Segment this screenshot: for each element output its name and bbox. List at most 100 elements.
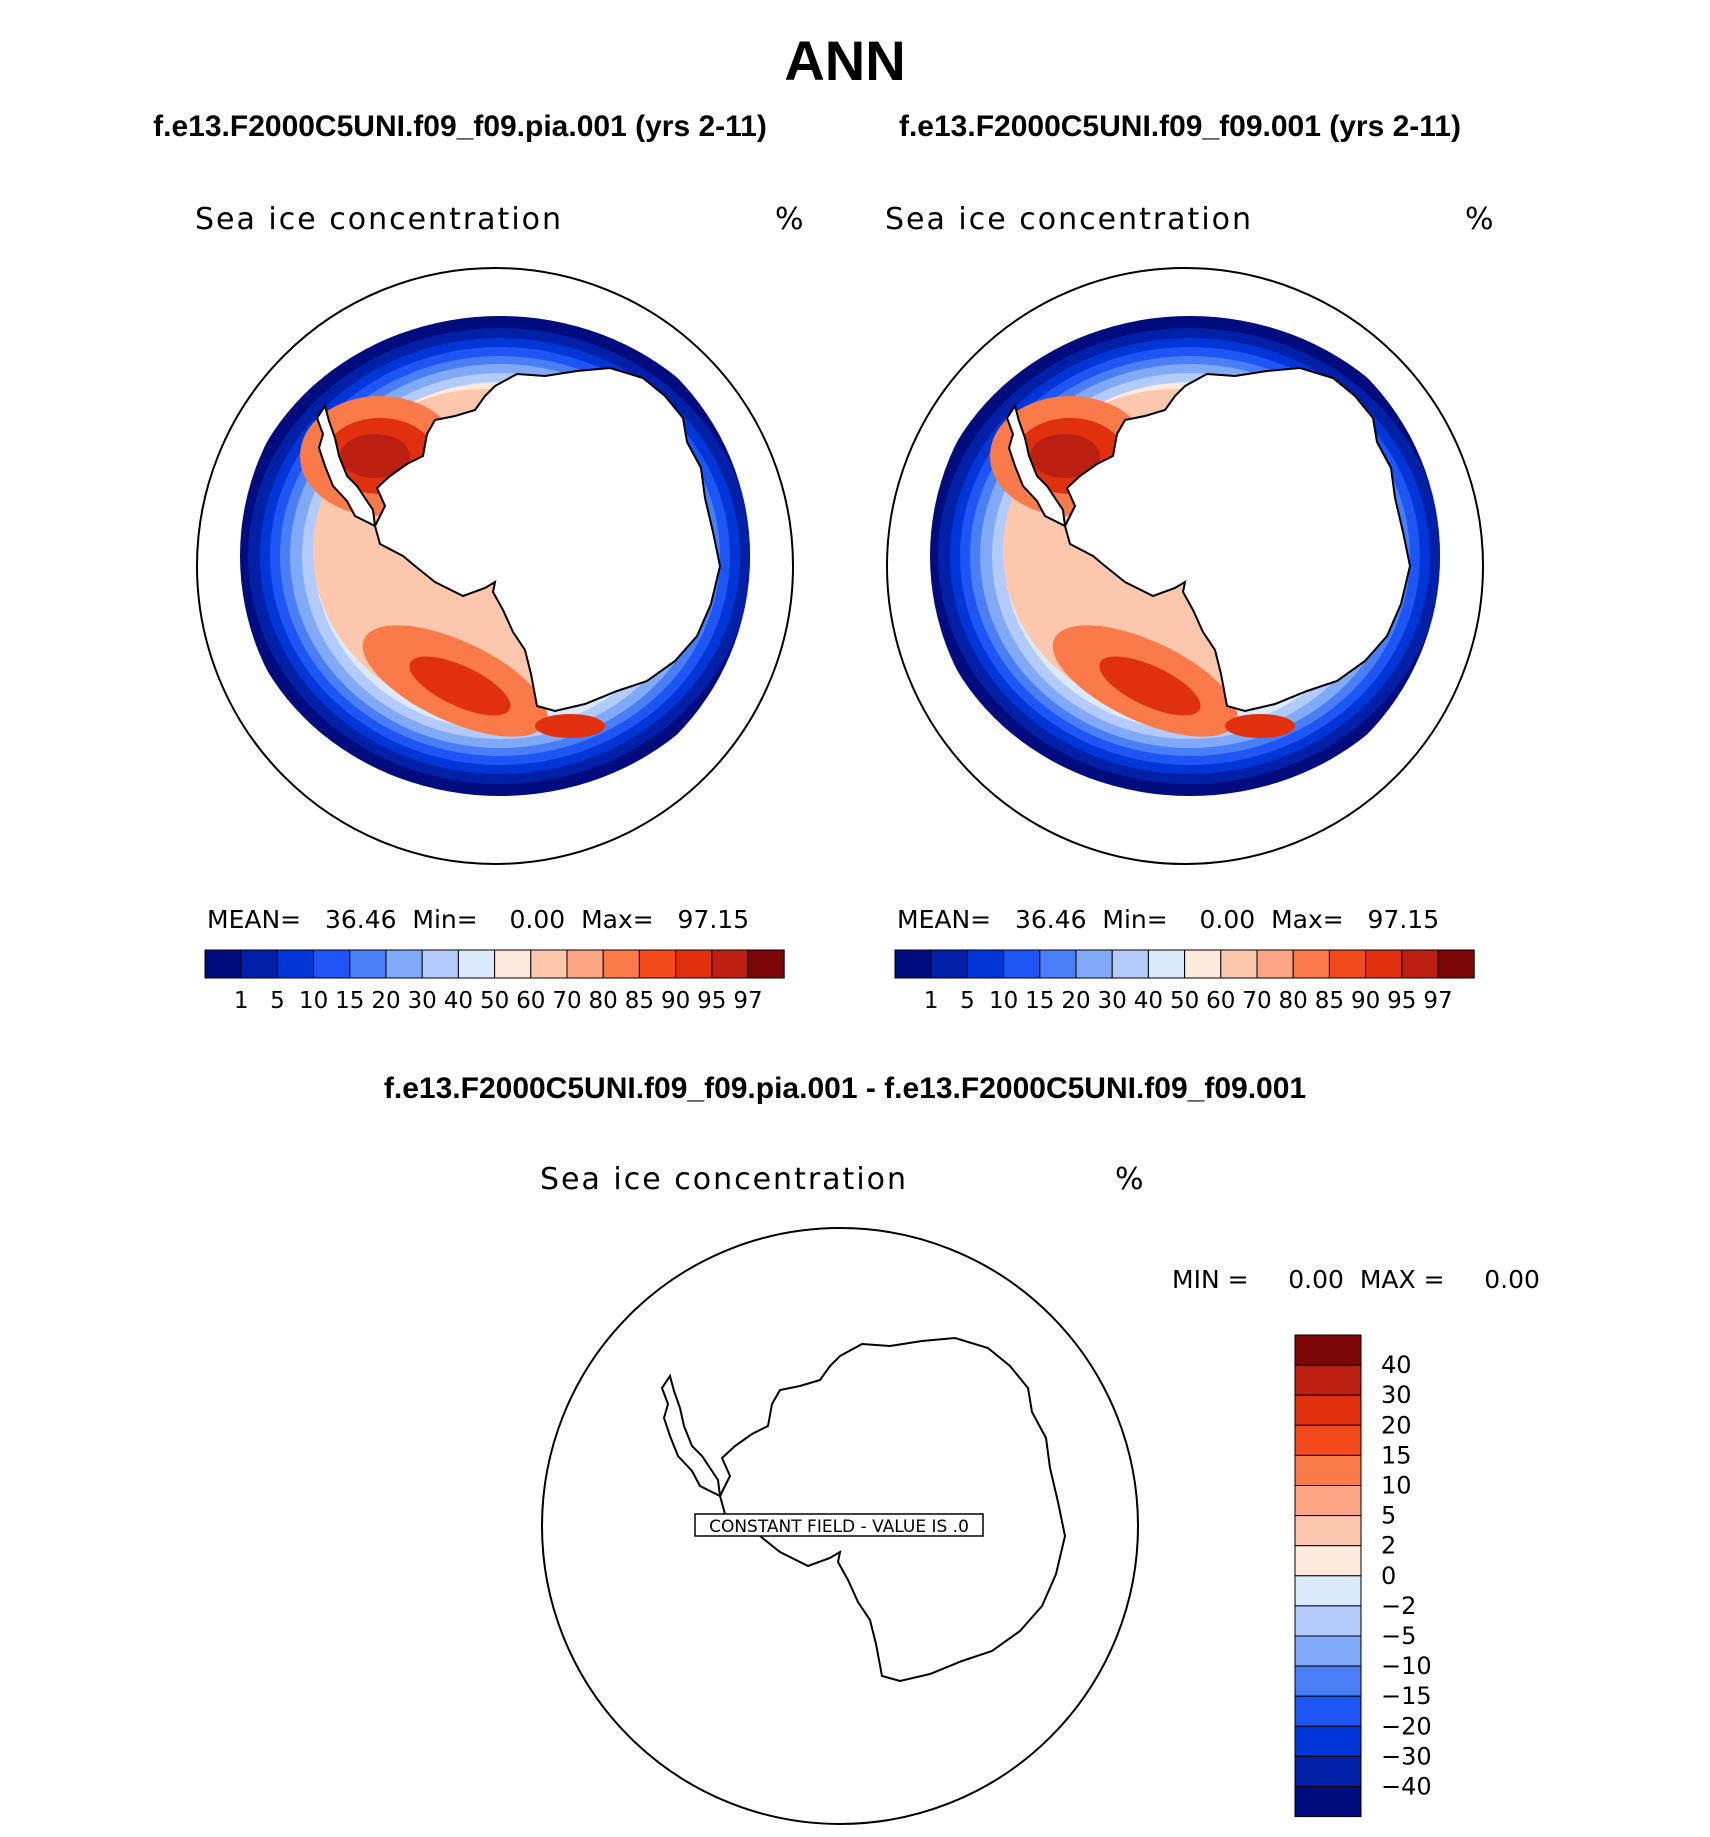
- figure-title: ANN: [784, 29, 906, 92]
- colorbar-swatch: [1294, 1454, 1362, 1487]
- colorbar-swatch: [1294, 1485, 1362, 1517]
- colorbar-tick-label: 60: [1206, 988, 1235, 1014]
- constant-field-box: [694, 1513, 984, 1537]
- colorbar-tick-label: 40: [1381, 1351, 1412, 1379]
- difference-panel-title: f.e13.F2000C5UNI.f09_f09.pia.001 - f.e13…: [383, 1072, 1307, 1105]
- colorbar-swatch: [1294, 1635, 1362, 1667]
- difference-panel-stats: MIN = 0.00 MAX = 0.00: [1172, 1265, 1540, 1294]
- colorbar-swatch: [1294, 1725, 1362, 1757]
- colorbar-swatch: [349, 949, 387, 979]
- left-panel-map: [196, 267, 794, 865]
- colorbar-swatch: [1147, 949, 1186, 979]
- colorbar-tick-label: 50: [480, 988, 509, 1014]
- colorbar-tick-label: 40: [444, 988, 473, 1014]
- colorbar-tick-label: 20: [371, 988, 400, 1014]
- difference-panel-variable-label: Sea ice concentration: [540, 1162, 909, 1197]
- colorbar-tick-label: −5: [1381, 1622, 1416, 1650]
- colorbar-tick-label: −30: [1381, 1742, 1432, 1770]
- colorbar-tick-label: 15: [335, 988, 364, 1014]
- colorbar-tick-label: 85: [1315, 988, 1344, 1014]
- colorbar-swatch: [1111, 949, 1149, 979]
- difference-panel-units-label: %: [1115, 1162, 1144, 1197]
- colorbar-swatch: [1075, 949, 1113, 979]
- colorbar-tick-label: 50: [1170, 988, 1199, 1014]
- colorbar-tick-label: −40: [1381, 1773, 1432, 1801]
- difference-panel-map: CONSTANT FIELD - VALUE IS .0: [541, 1227, 1139, 1825]
- right-panel-units-label: %: [1465, 202, 1494, 237]
- colorbar-swatch: [566, 949, 604, 979]
- colorbar-swatch: [240, 949, 278, 979]
- colorbar-swatch: [276, 949, 315, 979]
- right-panel-variable-label: Sea ice concentration: [885, 202, 1254, 237]
- colorbar-swatch: [1292, 949, 1330, 979]
- colorbar-swatch: [966, 949, 1005, 979]
- colorbar-swatch: [1294, 1545, 1362, 1577]
- colorbar-swatch: [385, 949, 423, 979]
- colorbar-swatch: [1294, 1755, 1362, 1787]
- colorbar-tick-label: 90: [1351, 988, 1380, 1014]
- colorbar-tick-label: −20: [1381, 1712, 1432, 1740]
- colorbar-swatch: [313, 949, 351, 979]
- colorbar-tick-label: 30: [1098, 988, 1127, 1014]
- left-panel-stats: MEAN= 36.46 Min= 0.00 Max= 97.15: [207, 905, 750, 934]
- colorbar-swatch: [930, 949, 968, 979]
- colorbar-swatch: [894, 949, 932, 979]
- colorbar-tick-label: 15: [1381, 1441, 1412, 1469]
- colorbar-tick-label: 10: [299, 988, 328, 1014]
- colorbar-tick-label: −10: [1381, 1652, 1432, 1680]
- colorbar-swatch: [1365, 949, 1403, 979]
- colorbar-swatch: [1294, 1394, 1362, 1426]
- colorbar-swatch: [421, 949, 459, 979]
- colorbar-swatch: [530, 949, 568, 979]
- right-panel-stats: MEAN= 36.46 Min= 0.00 Max= 97.15: [897, 905, 1440, 934]
- colorbar-swatch: [457, 949, 496, 979]
- colorbar-swatch: [1294, 1786, 1362, 1818]
- colorbar-swatch: [711, 949, 749, 979]
- colorbar-tick-label: 40: [1134, 988, 1163, 1014]
- colorbar-tick-label: 10: [989, 988, 1018, 1014]
- colorbar-swatch: [1184, 949, 1222, 979]
- colorbar-tick-label: 30: [1381, 1381, 1412, 1409]
- colorbar-swatch: [602, 949, 640, 979]
- left-panel-variable-label: Sea ice concentration: [195, 202, 564, 237]
- colorbar-tick-label: 30: [408, 988, 437, 1014]
- colorbar-swatch: [1003, 949, 1041, 979]
- colorbar-tick-label: 20: [1381, 1411, 1412, 1439]
- colorbar-tick-label: 0: [1381, 1562, 1396, 1590]
- right-panel-colorbar: 1 5 10 15 20 30 40 50 60 70 80 85 90 95 97: [894, 949, 1475, 1014]
- colorbar-tick-label: 1: [234, 988, 249, 1014]
- colorbar-tick-label: −15: [1381, 1682, 1432, 1710]
- colorbar-swatch: [1328, 949, 1367, 979]
- colorbar-tick-label: 15: [1025, 988, 1054, 1014]
- colorbar-swatch: [747, 949, 785, 979]
- left-panel-colorbar: 1 5 10 15 20 30 40 50 60 70 80 85 90 95 97: [204, 949, 785, 1014]
- colorbar-tick-label: 80: [589, 988, 618, 1014]
- colorbar-swatch: [675, 949, 713, 979]
- colorbar-tick-label: 85: [625, 988, 654, 1014]
- left-panel-units-label: %: [775, 202, 804, 237]
- colorbar-swatch: [1401, 949, 1439, 979]
- colorbar-tick-label: 97: [733, 988, 762, 1014]
- colorbar-tick-label: −2: [1381, 1592, 1416, 1620]
- colorbar-swatch: [1294, 1665, 1362, 1697]
- colorbar-swatch: [1294, 1575, 1362, 1607]
- colorbar-tick-label: 97: [1423, 988, 1452, 1014]
- colorbar-tick-label: 5: [270, 988, 285, 1014]
- colorbar-swatch: [638, 949, 677, 979]
- colorbar-swatch: [1256, 949, 1294, 979]
- colorbar-tick-label: 80: [1279, 988, 1308, 1014]
- colorbar-tick-label: 1: [924, 988, 939, 1014]
- colorbar-tick-label: 2: [1381, 1532, 1396, 1560]
- left-panel-case-title: f.e13.F2000C5UNI.f09_f09.pia.001 (yrs 2-…: [153, 110, 767, 143]
- colorbar-swatch: [1294, 1364, 1362, 1396]
- colorbar-swatch: [1437, 949, 1475, 979]
- colorbar-tick-label: 10: [1381, 1472, 1412, 1500]
- colorbar-swatch: [204, 949, 242, 979]
- colorbar-tick-label: 70: [552, 988, 581, 1014]
- colorbar-tick-label: 70: [1242, 988, 1271, 1014]
- colorbar-tick-label: 95: [697, 988, 726, 1014]
- colorbar-swatch: [1039, 949, 1077, 979]
- colorbar-tick-label: 90: [661, 988, 690, 1014]
- right-panel-map: [886, 267, 1484, 865]
